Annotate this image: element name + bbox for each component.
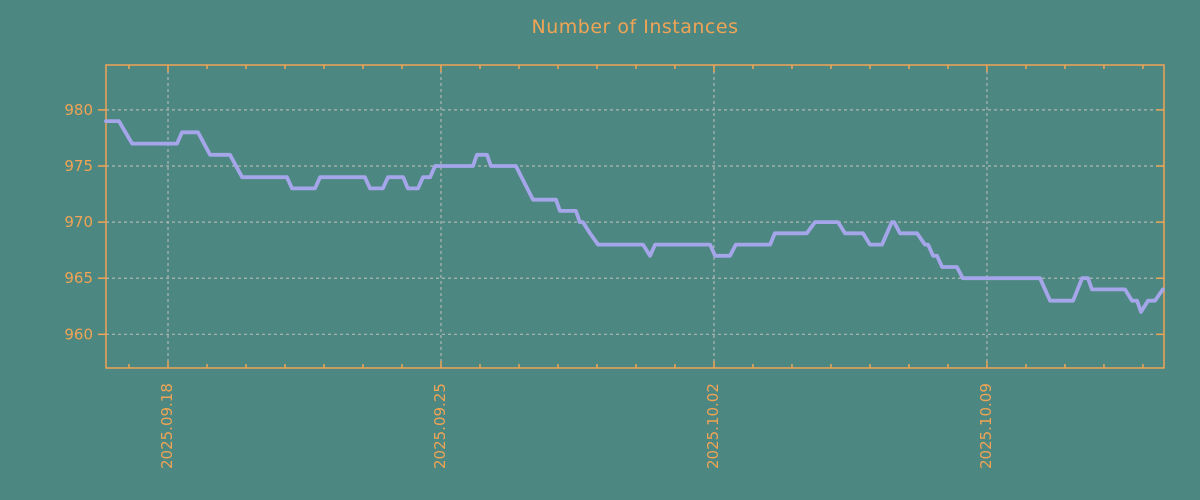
plot-frame xyxy=(105,64,1165,369)
x-tick-label: 2025.09.18 xyxy=(158,383,176,469)
chart-title: Number of Instances xyxy=(531,16,739,38)
y-tick-label: 980 xyxy=(64,101,93,119)
x-tick-label: 2025.10.02 xyxy=(704,383,722,469)
x-tick-label: 2025.10.09 xyxy=(977,383,995,469)
y-tick-label: 970 xyxy=(64,213,93,231)
y-tick-label: 975 xyxy=(64,157,93,175)
x-tick-label: 2025.09.25 xyxy=(431,383,449,469)
y-tick-label: 960 xyxy=(64,325,93,343)
y-tick-label: 965 xyxy=(64,269,93,287)
data-series-line xyxy=(104,119,1165,314)
